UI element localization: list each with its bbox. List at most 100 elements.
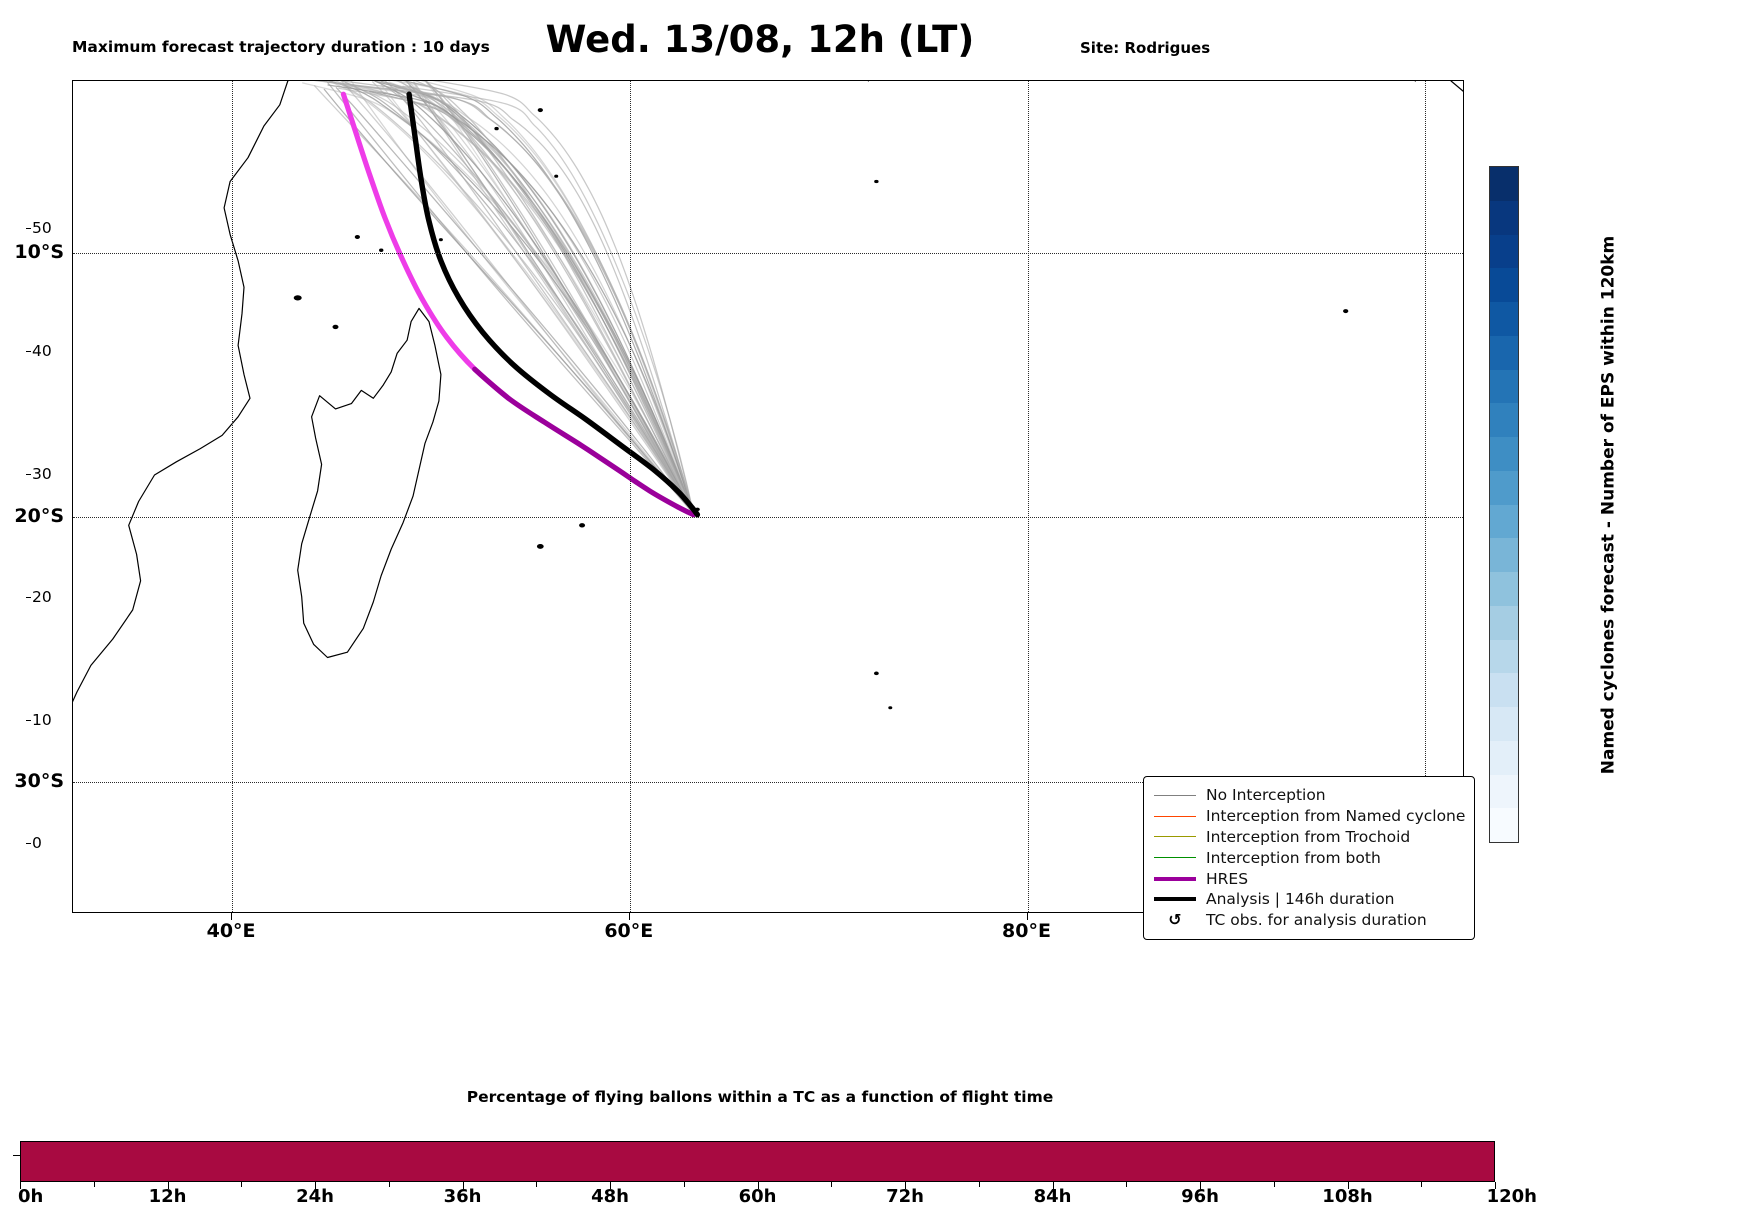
header-site: Site: Rodrigues [1080,39,1211,57]
island-comoros [293,295,302,301]
pct-tick-mark-3 [462,1182,464,1189]
island-mauritius [579,523,586,528]
percentage-bar-plot[interactable] [20,1141,1495,1182]
eps-trajectory-49 [414,81,695,515]
legend-item-1[interactable]: Interception from Named cyclone [1152,806,1466,827]
colorbar-band-16 [1490,707,1518,741]
colorbar-band-4 [1490,302,1518,336]
legend-line-swatch-5 [1152,897,1198,902]
pct-minor-tick-102 [1273,1182,1275,1187]
eps-trajectory-24 [340,83,695,515]
hres-track-lower [472,366,696,518]
eps-trajectory-4 [432,81,695,515]
eps-trajectory-27 [317,81,695,515]
analysis-track [406,91,701,518]
pct-tick-mark-10 [1495,1182,1496,1189]
colorbar-band-15 [1490,673,1518,707]
colorbar-axis-label: Named cyclones forecast - Number of EPS … [1596,166,1620,843]
coastline-sumatra-south [1450,81,1463,92]
legend-line-icon [1154,876,1196,881]
map-ytick-label-2: 30°S [14,769,64,792]
pct-minor-tick-66 [831,1182,833,1187]
island-mayotte [332,324,339,330]
legend-item-2[interactable]: Interception from Trochoid [1152,827,1464,848]
legend-line-swatch-1 [1152,815,1198,817]
colorbar-band-11 [1490,538,1518,572]
legend-line-swatch-0 [1152,794,1198,796]
pct-minor-tick-18 [241,1182,243,1187]
colorbar[interactable] [1489,166,1519,843]
eps-trajectory-46 [384,85,695,515]
island-assumption [379,248,384,252]
map-xtick-mark-2 [1026,913,1028,920]
colorbar-band-5 [1490,335,1518,370]
map-gridline-x-3 [1425,81,1427,912]
map-legend[interactable]: No Interception Interception from Named c… [1143,776,1475,940]
coastline-africa-east [73,81,289,703]
legend-item-3[interactable]: Interception from both [1152,847,1464,868]
pct-tick-label-6: 72h [886,1186,924,1207]
eps-trajectory-45 [373,81,695,515]
pct-ytick-mark [13,1155,20,1156]
map-gridline-y-2 [73,781,1463,783]
colorbar-band-10 [1490,504,1518,539]
legend-label-5: Analysis | 146h duration [1206,890,1395,909]
colorbar-band-2 [1490,234,1518,269]
eps-trajectory-38 [388,81,695,515]
colorbar-tick-30: 30 [26,464,52,483]
eps-trajectory-41 [340,81,695,515]
colorbar-band-17 [1490,740,1518,775]
pct-minor-tick-114 [1421,1182,1423,1187]
colorbar-tick-50: 50 [26,218,52,237]
pct-minor-tick-78 [978,1182,980,1187]
legend-line-icon [1154,857,1196,859]
header-max-duration: Maximum forecast trajectory duration : 1… [72,38,490,56]
pct-tick-mark-5 [757,1182,759,1189]
eps-trajectory-48 [380,84,695,515]
island-aldabra [354,235,360,240]
eps-trajectory-42 [327,84,695,515]
legend-label-1: Interception from Named cyclone [1206,807,1466,826]
pct-minor-tick-54 [683,1182,685,1187]
tropical-cyclone-icon: ↺ [1152,912,1198,928]
island-chagos [874,179,879,184]
map-plot-area[interactable] [72,80,1464,913]
map-xtick-label-2: 80°E [1002,920,1051,942]
eps-trajectory-29 [323,81,695,515]
pct-tick-mark-4 [610,1182,611,1189]
legend-label-6: TC obs. for analysis duration [1206,911,1427,930]
pct-tick-label-3: 36h [443,1186,482,1207]
colorbar-tick-20: 20 [26,587,52,606]
map-xtick-label-0: 40°E [206,920,256,942]
pct-tick-label-10: 120h [1486,1186,1537,1207]
colorbar-band-19 [1490,808,1518,842]
colorbar-label-text: Named cyclones forecast - Number of EPS … [1598,235,1619,774]
map-gridline-x-0 [232,81,234,912]
legend-item-6[interactable]: ↺ TC obs. for analysis duration [1152,910,1464,931]
pct-minor-tick-6 [93,1182,95,1187]
legend-line-icon [1154,794,1196,796]
percentage-bar-title: Percentage of flying ballons within a TC… [466,1088,1054,1106]
legend-label-3: Interception from both [1206,848,1381,867]
eps-trajectory-19 [377,81,695,515]
island-coetivy [554,174,559,178]
coastline-madagascar [297,307,442,659]
figure-title: Wed. 13/08, 12h (LT) [545,18,975,61]
legend-line-icon [1154,897,1196,902]
tc-glyph: ↺ [1168,910,1182,930]
legend-item-4[interactable]: HRES [1152,868,1464,889]
legend-item-0[interactable]: No Interception [1152,785,1464,806]
legend-line-swatch-2 [1152,836,1198,838]
colorbar-band-12 [1490,572,1518,606]
pct-tick-label-0: 0h [18,1186,44,1207]
eps-trajectory-44 [335,87,695,515]
colorbar-band-9 [1490,470,1518,505]
legend-item-5[interactable]: Analysis | 146h duration [1152,889,1464,910]
pct-tick-label-4: 48h [591,1186,629,1207]
colorbar-band-6 [1490,369,1518,404]
legend-label-0: No Interception [1206,786,1326,805]
eps-trajectory-9 [384,81,695,515]
island-reunion [536,544,544,549]
pct-tick-mark-2 [315,1182,316,1189]
